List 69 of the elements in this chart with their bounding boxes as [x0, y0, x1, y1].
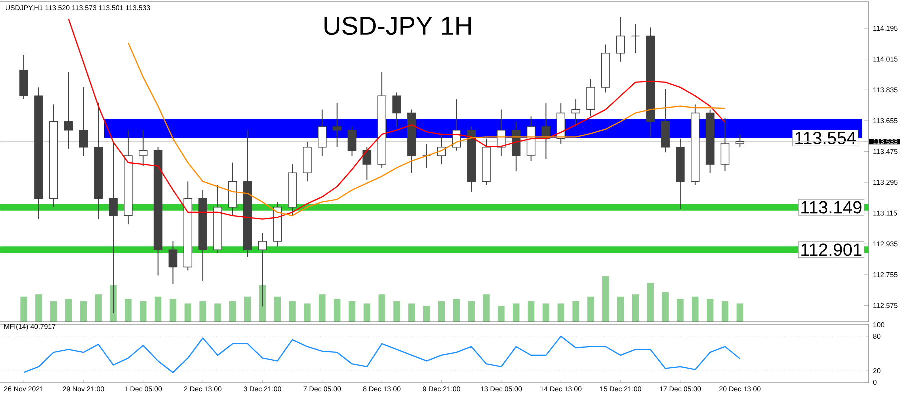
band-label: 113.554 — [796, 132, 856, 144]
bar — [662, 292, 669, 322]
bar — [230, 301, 236, 322]
bar — [65, 299, 72, 322]
bar — [274, 296, 282, 322]
bar — [378, 294, 386, 322]
bar — [438, 301, 446, 322]
bar — [498, 306, 505, 322]
bar — [408, 304, 416, 322]
bar — [184, 304, 192, 322]
bar — [558, 304, 564, 322]
bar — [542, 304, 550, 322]
bar — [453, 299, 460, 322]
bar — [304, 304, 311, 322]
candlestick — [79, 87, 88, 156]
candlestick — [631, 24, 640, 54]
bar — [692, 296, 699, 322]
candlestick — [392, 92, 402, 128]
bar — [244, 296, 252, 322]
bar — [588, 296, 594, 322]
bar — [319, 294, 326, 322]
bar — [736, 304, 744, 322]
bar — [647, 283, 654, 322]
bar — [677, 299, 684, 322]
bar — [289, 301, 296, 322]
candlestick — [720, 118, 730, 172]
bar — [140, 301, 147, 322]
bar — [50, 301, 58, 322]
bar — [572, 301, 580, 322]
bar — [602, 276, 610, 322]
bar — [154, 296, 162, 322]
bar — [170, 299, 177, 322]
bar — [617, 296, 624, 322]
bar — [214, 304, 222, 322]
line-series — [23, 336, 741, 374]
candlestick — [168, 241, 178, 285]
bar — [706, 299, 714, 322]
bar — [20, 296, 28, 322]
bar — [513, 304, 520, 322]
bar — [36, 294, 42, 322]
candlestick — [332, 102, 342, 148]
bar — [125, 299, 132, 322]
candlestick — [736, 134, 745, 148]
candlestick — [138, 130, 148, 167]
bar — [468, 301, 475, 322]
chart-title: USD-JPY 1H — [324, 16, 472, 36]
ref-line-label: 112.901 — [802, 244, 862, 256]
bar — [334, 299, 341, 322]
ref-line-label: 113.149 — [802, 201, 862, 214]
bar — [200, 301, 206, 322]
bar — [632, 294, 640, 322]
candlestick — [348, 126, 357, 156]
candlestick — [586, 78, 596, 118]
bar — [80, 301, 88, 322]
bar — [423, 306, 430, 322]
candlestick — [362, 146, 372, 180]
bar — [394, 301, 400, 322]
candlestick — [422, 144, 432, 168]
bar — [348, 301, 356, 322]
candlestick — [64, 72, 74, 150]
bar — [259, 285, 266, 322]
candlestick — [572, 99, 580, 128]
candlestick — [616, 16, 626, 62]
bar — [95, 294, 102, 322]
bar — [483, 294, 490, 322]
candlestick — [318, 109, 327, 156]
bar — [722, 301, 729, 322]
bar — [528, 301, 535, 322]
bar — [364, 304, 371, 322]
